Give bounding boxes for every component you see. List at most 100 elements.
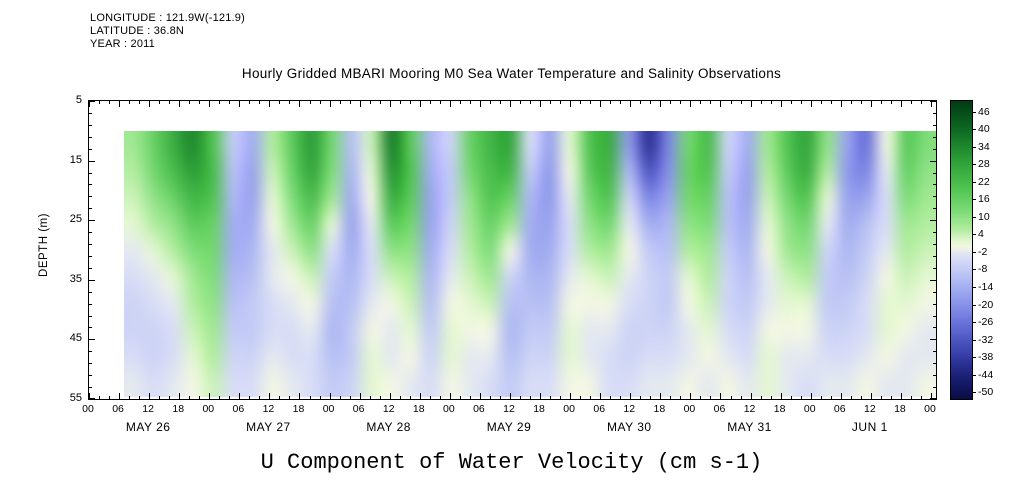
colorbar-tick (972, 305, 976, 306)
colorbar-tick-label: -20 (978, 298, 994, 311)
axis-tick (891, 396, 892, 399)
axis-tick (109, 101, 110, 104)
axis-tick (933, 244, 936, 245)
axis-tick (821, 396, 822, 399)
axis-tick (239, 393, 240, 399)
x-tick-label: 06 (833, 403, 846, 415)
axis-tick (630, 393, 631, 399)
axis-tick (480, 393, 481, 399)
axis-tick (89, 363, 92, 364)
axis-tick (89, 327, 92, 328)
axis-tick (89, 101, 95, 102)
colorbar-tick (972, 340, 976, 341)
x-tick-label: 12 (743, 403, 756, 415)
x-day-label: MAY 31 (727, 420, 772, 434)
axis-tick (460, 101, 461, 104)
colorbar-tick-label: -32 (978, 333, 994, 346)
axis-tick (933, 184, 936, 185)
axis-tick (139, 101, 140, 104)
axis-tick (720, 101, 721, 107)
colorbar-tick-label: 22 (978, 175, 990, 188)
axis-tick (340, 396, 341, 399)
colorbar (950, 100, 973, 400)
axis-tick (99, 101, 100, 104)
x-tick-label: 00 (322, 403, 335, 415)
colorbar-tick-label: -2 (978, 245, 988, 258)
axis-tick (640, 101, 641, 104)
plot-area (88, 100, 937, 400)
axis-tick (380, 396, 381, 399)
axis-tick (560, 101, 561, 104)
axis-tick (600, 101, 601, 107)
colorbar-canvas (951, 101, 972, 399)
x-tick-label: 00 (683, 403, 696, 415)
colorbar-tick (972, 392, 976, 393)
axis-tick (741, 396, 742, 399)
axis-tick (710, 396, 711, 399)
axis-tick (310, 101, 311, 104)
x-tick-label: 00 (443, 403, 455, 415)
axis-tick (580, 101, 581, 104)
axis-tick (480, 101, 481, 107)
axis-tick (933, 125, 936, 126)
axis-tick (310, 396, 311, 399)
axis-tick (89, 304, 92, 305)
colorbar-tick (972, 252, 976, 253)
axis-tick (129, 396, 130, 399)
axis-tick (930, 280, 936, 281)
colorbar-tick (972, 322, 976, 323)
colorbar-tick-label: -44 (978, 368, 994, 381)
colorbar-tick (972, 147, 976, 148)
axis-tick (119, 393, 120, 399)
x-tick-label: 00 (924, 403, 936, 415)
axis-tick (500, 396, 501, 399)
x-tick-label: 00 (82, 403, 94, 415)
y-tick-label: 15 (69, 153, 82, 166)
axis-tick (159, 101, 160, 104)
colorbar-tick (972, 287, 976, 288)
axis-tick (650, 396, 651, 399)
axis-tick (930, 220, 936, 221)
axis-tick (761, 396, 762, 399)
colorbar-tick (972, 112, 976, 113)
axis-tick (89, 173, 92, 174)
axis-tick (179, 393, 180, 399)
axis-tick (299, 101, 300, 107)
axis-tick (660, 393, 661, 399)
x-tick-label: 18 (412, 403, 425, 415)
axis-tick (410, 396, 411, 399)
axis-tick (933, 351, 936, 352)
axis-tick (209, 101, 210, 107)
axis-tick (831, 396, 832, 399)
colorbar-tick-label: -14 (978, 280, 994, 293)
axis-tick (690, 393, 691, 399)
axis-tick (189, 396, 190, 399)
axis-tick (350, 101, 351, 104)
axis-tick (921, 396, 922, 399)
axis-tick (540, 101, 541, 107)
axis-tick (921, 101, 922, 104)
axis-tick (771, 396, 772, 399)
axis-tick (370, 101, 371, 104)
axis-tick (801, 101, 802, 104)
x-day-label: MAY 27 (246, 420, 291, 434)
axis-tick (89, 220, 95, 221)
x-tick-label: 12 (382, 403, 395, 415)
axis-tick (460, 396, 461, 399)
axis-tick (320, 101, 321, 104)
axis-tick (430, 101, 431, 104)
axis-tick (249, 101, 250, 104)
x-axis-caption: U Component of Water Velocity (cm s-1) (260, 450, 763, 475)
axis-tick (841, 393, 842, 399)
axis-tick (933, 304, 936, 305)
axis-tick (933, 149, 936, 150)
axis-tick (933, 268, 936, 269)
axis-tick (360, 101, 361, 107)
axis-tick (400, 396, 401, 399)
axis-tick (590, 101, 591, 104)
axis-tick (320, 396, 321, 399)
axis-tick (89, 393, 90, 399)
axis-tick (410, 101, 411, 104)
axis-tick (861, 101, 862, 104)
axis-tick (129, 101, 130, 104)
